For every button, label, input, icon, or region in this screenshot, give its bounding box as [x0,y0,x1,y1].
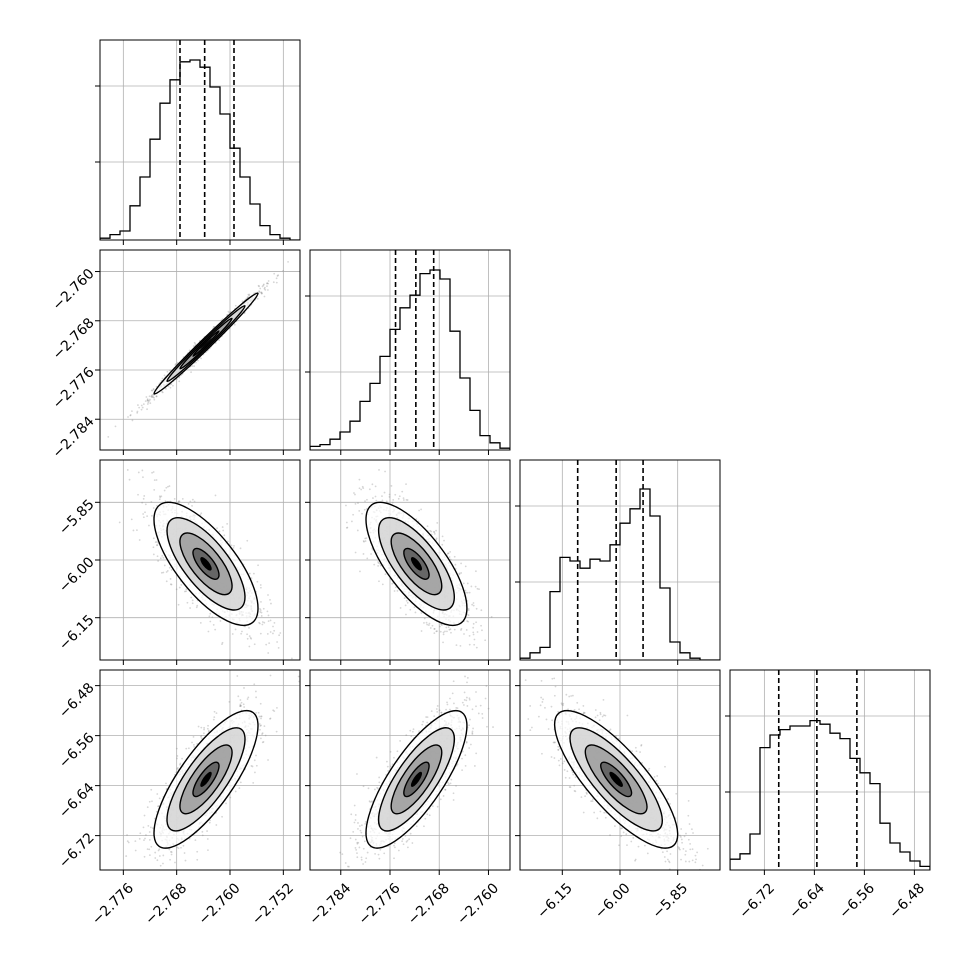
density-peak [410,557,423,571]
scatter-panel-3-0: −2.776 −2.768 −2.760 −2.752 −6.72 −6.64 −6.56 −… [56,669,301,928]
x-tick-label: −6.15 [534,880,576,922]
x-tick-label: −2.768 [405,880,453,928]
panel-frame [99,669,301,871]
panel-frame [309,249,511,451]
hist-panel-0 [95,39,301,245]
scatter-panel-2-1 [305,459,511,665]
x-tick-label: −2.768 [142,880,190,928]
y-tick-label: −6.64 [56,780,98,822]
density-peak [609,771,623,787]
histogram-0 [100,59,300,240]
x-tick-label: −6.48 [886,880,928,922]
x-tick-label: −2.760 [454,880,502,928]
x-tick-label: −2.784 [306,880,354,928]
y-tick-label: −2.768 [50,315,98,363]
x-tick-label: −6.64 [786,880,828,922]
scatter-panel-2-0: −6.15 −6.00 −5.85 [56,459,301,665]
histogram-1 [310,269,510,450]
histogram-2 [520,488,720,660]
y-tick-label: −6.72 [56,830,98,872]
x-tick-label: −2.752 [249,880,297,928]
y-tick-label: −6.48 [56,680,98,722]
scatter-panel-1-0: −2.784−2.776−2.768−2.760 [50,249,301,462]
density-peak [200,771,212,787]
x-tick-label: −6.56 [836,880,878,922]
density-peak [200,337,212,350]
hist-panel-3: −6.72 −6.64 −6.56 −6.48 [725,669,931,922]
panel-frame [309,669,511,871]
scatter-panel-3-1: −2.784 −2.776 −2.768 −2.760 [305,669,511,928]
panel-frame [99,39,301,241]
scatter-panel-3-2: −6.15 −6.00 −5.85 [515,669,721,922]
density-peak [200,557,212,571]
hist-panel-1 [305,249,511,455]
y-tick-label: −2.784 [50,414,98,462]
x-tick-label: −2.760 [196,880,244,928]
x-tick-label: −6.72 [736,880,778,922]
y-tick-label: −6.15 [56,612,98,654]
x-tick-label: −5.85 [650,880,692,922]
y-tick-label: −5.85 [56,497,98,539]
x-tick-label: −2.776 [356,880,404,928]
histogram-3 [730,719,930,870]
y-tick-label: −6.56 [56,730,98,772]
panel-frame [729,669,931,871]
hist-panel-2 [515,459,721,665]
y-tick-label: −6.00 [56,554,98,596]
y-tick-label: −2.760 [50,266,98,314]
density-peak [410,771,423,787]
x-tick-label: −6.00 [592,880,634,922]
x-tick-label: −2.776 [89,880,137,928]
y-tick-label: −2.776 [50,364,98,412]
panel-frame [99,249,301,451]
